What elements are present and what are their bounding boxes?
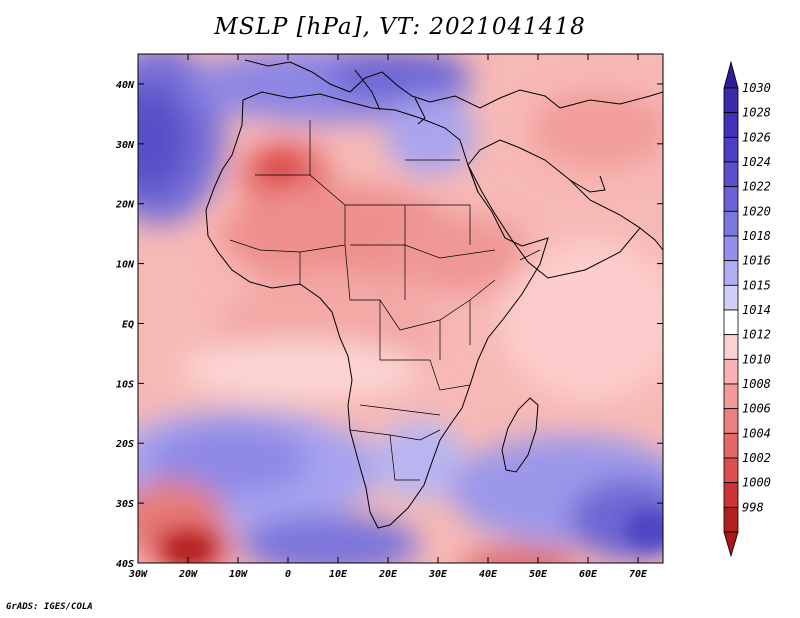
y-tick-label: 10S [116,379,134,390]
y-tick-label: 20S [115,439,134,450]
x-tick-label: 0 [285,569,291,580]
colorbar-label: 1020 [742,204,771,218]
x-tick-label: 10E [329,569,348,580]
colorbar-label: 1016 [742,254,771,268]
y-tick-label: 40S [116,559,134,570]
x-tick-label: 20E [378,569,398,580]
colorbar-high-arrow [723,60,739,89]
country-borders [229,120,541,481]
colorbar-swatch [723,358,739,385]
colorbar-label: 1006 [742,402,771,416]
x-tick-label: 10W [229,569,248,580]
colorbar-low-arrow [723,531,739,558]
credit-text: GrADS: IGES/COLA [6,602,93,612]
colorbar-label: 1024 [742,155,771,169]
colorbar-swatch [723,161,739,188]
y-tick-label: 20N [115,200,135,211]
colorbar-swatch [723,87,739,114]
colorbar-label: 1026 [742,130,771,144]
colorbar-swatch [723,408,739,434]
x-tick-label: 40E [479,569,498,580]
colorbar-label: 1030 [742,81,771,95]
colorbar-swatch [723,457,739,484]
x-tick-label: 20W [178,569,198,580]
colorbar-label: 1022 [742,180,771,194]
colorbar-swatch [723,432,739,459]
y-tick-label: 40N [116,80,135,91]
colorbar-label: 1000 [742,476,771,490]
colorbar-label: 1028 [742,106,771,120]
colorbar-label: 1008 [742,377,771,391]
colorbar-label: 1012 [742,328,771,342]
map-title: MSLP [hPa], VT: 2021041418 [214,14,586,40]
colorbar-swatch [723,334,739,360]
colorbar-swatch [723,186,739,212]
coastlines [205,59,663,529]
colorbar-swatch [723,235,739,262]
colorbar-label: 1002 [742,451,771,465]
x-tick-label: 50E [529,569,548,580]
y-tick-label: 30N [115,140,135,151]
colorbar-label: 1010 [742,352,771,366]
x-tick-label: 70E [629,569,648,580]
colorbar-label: 1014 [742,303,771,317]
colorbar-swatch [723,112,739,138]
x-axis: 30W 20W 10W 0 10E 20E 30E 40E 50E 60E 70E [128,54,648,580]
colorbar-swatch [723,383,739,410]
colorbar-swatch [723,136,739,163]
colorbar-swatch [723,309,739,336]
y-axis: 40N 30N 20N 10N EQ 10S 20S 30S 40S [115,80,663,570]
y-tick-label: EQ [122,319,134,330]
colorbar: 1030 1028 1026 1024 1022 1020 1018 1016 1015 1014… [723,60,771,558]
x-tick-label: 30E [428,569,448,580]
colorbar-label: 998 [742,500,764,514]
colorbar-swatch [723,506,739,533]
plot-frame [137,53,664,564]
colorbar-swatch [723,284,739,311]
colorbar-swatch [723,260,739,286]
y-tick-label: 10N [116,260,135,271]
x-tick-label: 30W [128,569,148,580]
colorbar-label: 1018 [742,229,771,243]
colorbar-swatch [723,210,739,237]
mslp-field [138,54,663,563]
colorbar-swatch [723,482,739,508]
y-tick-label: 30S [115,499,134,510]
colorbar-label: 1015 [742,278,771,292]
colorbar-label: 1004 [742,426,771,440]
x-tick-label: 60E [579,569,598,580]
